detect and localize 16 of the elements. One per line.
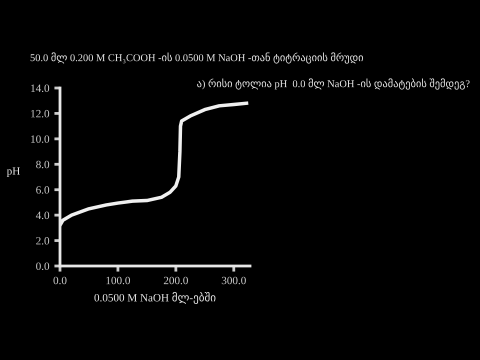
x-axis-title: 0.0500 M NaOH მლ-ებში <box>94 292 216 304</box>
y-tick-label: 14.0 <box>31 84 50 92</box>
y-tick-label: 10.0 <box>31 135 50 143</box>
x-tick-label: 0.0 <box>53 276 67 284</box>
x-tick-label: 200.0 <box>164 276 188 284</box>
y-tick-label: 8.0 <box>36 160 50 168</box>
y-tick-label: 6.0 <box>36 186 50 194</box>
y-tick-label: 0.0 <box>36 262 50 270</box>
chart-title: 50.0 მლ 0.200 M CH₃COOH -ის 0.0500 M NaOH -თან ტიტრაციის მრუდი <box>30 52 364 64</box>
y-tick-label: 4.0 <box>36 212 50 220</box>
y-tick-label: 12.0 <box>31 110 50 118</box>
x-tick-label: 100.0 <box>106 276 130 284</box>
y-tick-label: 2.0 <box>36 237 50 245</box>
y-axis-title: pH <box>6 167 20 177</box>
annotation: ა) რისი ტოლია pH 0.0 მლ NaOH -ის დამატების შემდეგ? <box>197 78 470 90</box>
x-tick-label: 300.0 <box>222 276 246 284</box>
